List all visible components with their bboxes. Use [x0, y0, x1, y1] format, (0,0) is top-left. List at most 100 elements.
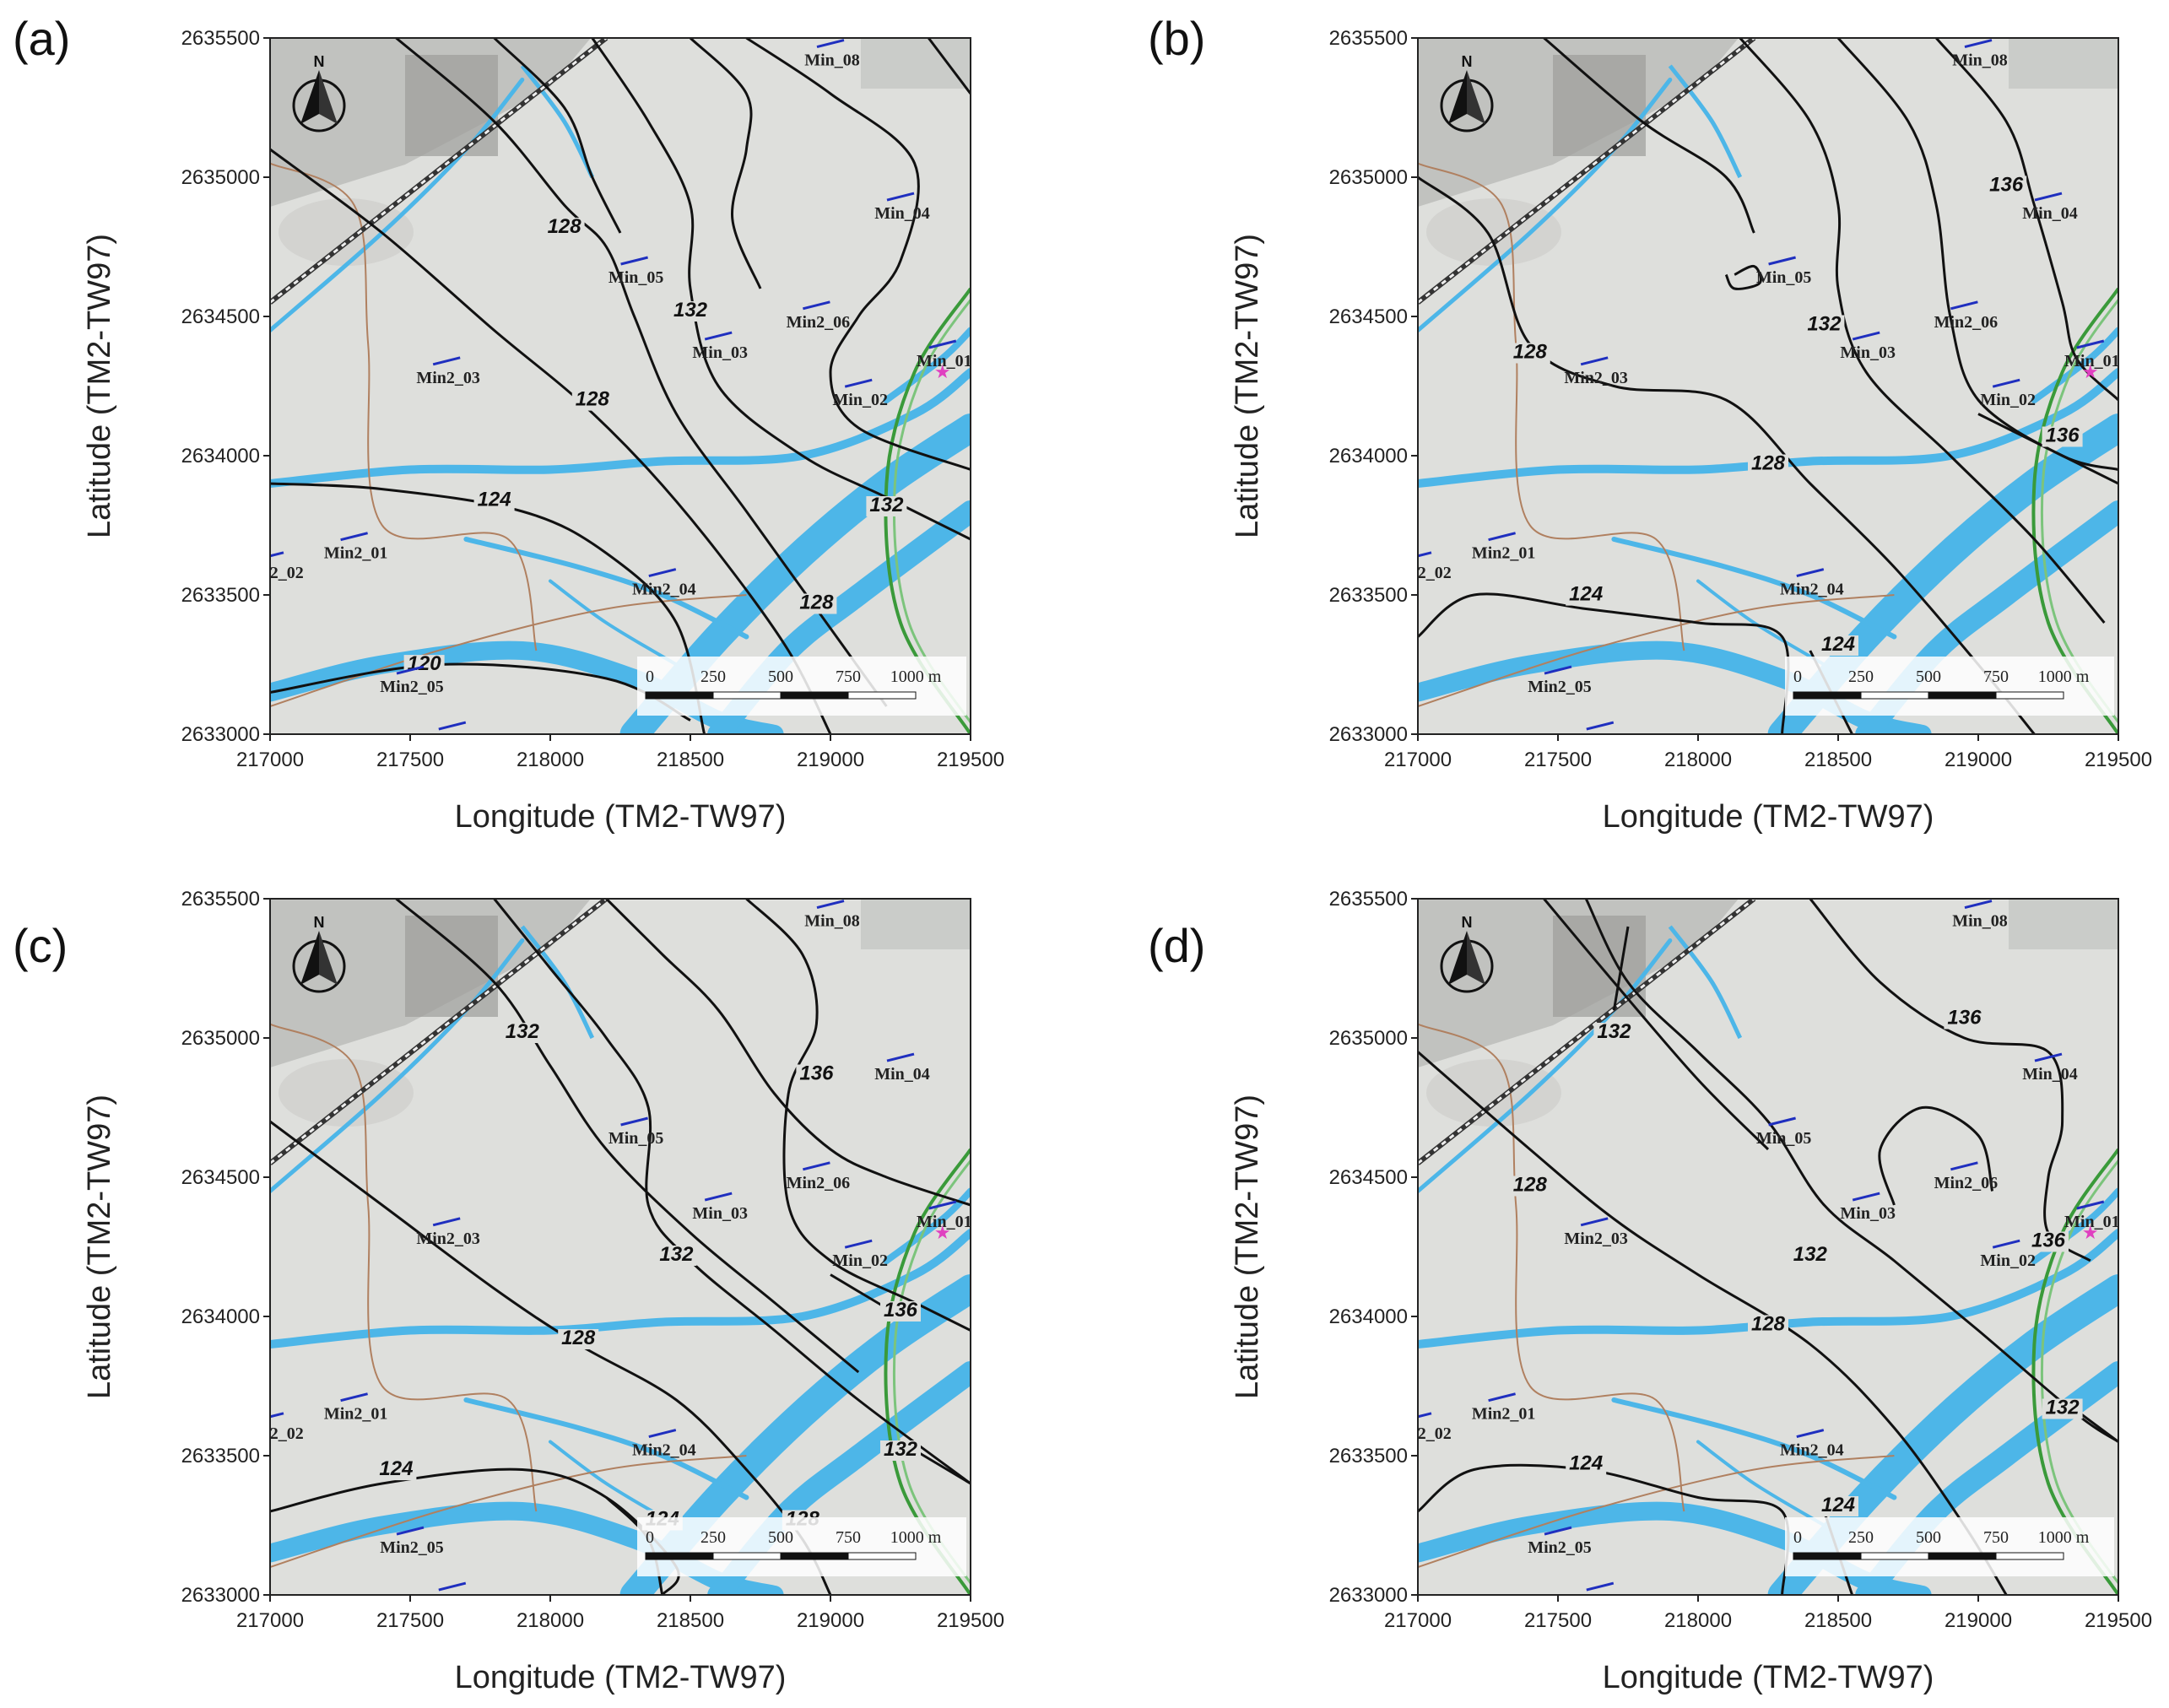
contour-label: 136	[1947, 1007, 1982, 1030]
north-arrow-icon: N	[292, 53, 346, 132]
road-line	[1418, 162, 1685, 651]
well-label: Min_01	[2064, 352, 2120, 370]
site-star-icon: ★	[934, 1223, 951, 1244]
well-marker	[704, 331, 733, 341]
river-channel	[1611, 1397, 1897, 1500]
contour-label-bg	[1944, 1008, 1985, 1030]
scale-bar-tick: 0	[1793, 668, 1802, 686]
contour-label: 132	[659, 1243, 694, 1266]
contour-128	[1543, 899, 1770, 1151]
x-axis-title: Longitude (TM2-TW97)	[455, 1660, 787, 1695]
scale-bar-segment	[1860, 1552, 1929, 1560]
x-tick-label: 217500	[1524, 749, 1592, 771]
contour-label: 128	[1751, 1313, 1786, 1336]
well-marker	[803, 1161, 830, 1171]
well-label: Min2_06	[1934, 1174, 1999, 1192]
contour-132	[493, 899, 971, 1485]
x-tick-label: 219000	[797, 749, 864, 771]
map-area-c: 124124128128132132132136136Min_08Min_04M…	[240, 899, 972, 1595]
scale-bar-tick: 0	[646, 668, 654, 686]
y-tick-label: 2635000	[1329, 166, 1408, 189]
river-channel	[2031, 1187, 2118, 1264]
contour-label-bg	[544, 218, 585, 238]
well-label: Min2_03	[1564, 369, 1628, 387]
contour-label-bg	[796, 593, 837, 614]
y-tick-label: 2634500	[1329, 1166, 1408, 1189]
north-arrow-left	[1448, 70, 1467, 124]
x-tick-label: 218000	[1664, 1609, 1732, 1632]
well-label: Min_04	[874, 204, 930, 223]
scale-bar-segment	[1995, 1552, 2064, 1560]
x-tick-label: 217500	[376, 749, 444, 771]
contour-130	[1724, 264, 1762, 290]
scale-bar-tick: 750	[1983, 668, 2009, 686]
contour-label: 128	[561, 1327, 596, 1349]
contour-label: 132	[1597, 1020, 1631, 1043]
contour-132	[1612, 926, 1630, 1011]
contour-label-bg	[558, 1329, 599, 1349]
well-marker	[1768, 1116, 1796, 1127]
well-marker	[438, 721, 467, 731]
well-label: Min_02	[1980, 391, 2036, 409]
north-label: N	[314, 53, 325, 70]
panel-label-c: (c)	[13, 919, 68, 972]
terrain-shading	[2009, 899, 2118, 949]
contour-label-bg	[403, 655, 445, 676]
x-tick-label: 217000	[1384, 1609, 1452, 1632]
x-tick-label: 219500	[937, 1609, 1004, 1632]
river-channel	[463, 1397, 749, 1500]
well-marker	[704, 1192, 733, 1202]
y-tick-label: 2634500	[1329, 305, 1408, 328]
well-label: Min2_06	[787, 313, 851, 332]
contour-label: 124	[1821, 1494, 1855, 1516]
scale-bar-tick: 250	[700, 668, 726, 686]
well-label: Min_05	[609, 1129, 664, 1148]
river-channel	[883, 1187, 971, 1264]
y-tick-label: 2634000	[181, 1305, 260, 1328]
well-label: Min2_02	[1387, 1424, 1452, 1443]
x-tick-label: 217000	[236, 749, 304, 771]
contour-132	[689, 38, 762, 289]
well-label: Min2_02	[240, 1424, 304, 1443]
well-marker	[1586, 1581, 1615, 1592]
y-axis-title: Latitude (TM2-TW97)	[82, 234, 117, 538]
panel-c: (c) 124124128128132132132136136Min_08Min…	[13, 888, 1004, 1695]
contour-label-bg	[1818, 1496, 1858, 1516]
river-channel	[1611, 537, 1897, 640]
well-label: Min_01	[917, 1213, 972, 1231]
well-label: Min_04	[874, 1065, 930, 1084]
x-tick-label: 217500	[1524, 1609, 1592, 1632]
panel-label-d: (d)	[1148, 919, 1205, 972]
river-channel	[463, 537, 749, 640]
well-marker	[432, 1217, 461, 1227]
x-tick-label: 219000	[1945, 749, 2012, 771]
well-label: Min_08	[1952, 51, 2008, 70]
y-tick-label: 2635000	[1329, 1027, 1408, 1050]
river-channel	[1668, 925, 1743, 1040]
scale-bar-tick: 0	[646, 1528, 654, 1547]
x-tick-label: 219500	[2085, 1609, 2152, 1632]
contour-128	[270, 148, 832, 734]
well-label: Min_03	[692, 1204, 748, 1223]
well-label: Min2_05	[380, 678, 444, 696]
y-tick-label: 2635500	[1329, 27, 1408, 50]
north-arrow-icon: N	[292, 914, 346, 993]
contour-128	[1543, 38, 1755, 234]
scale-bar-tick: 750	[1983, 1528, 2009, 1547]
well-marker	[1418, 1412, 1432, 1419]
well-marker	[1488, 1392, 1516, 1403]
site-star-icon: ★	[934, 362, 951, 383]
scale-bar-segment	[1860, 691, 1929, 700]
north-arrow-right	[1467, 70, 1485, 124]
contour-label: 132	[2046, 1397, 2080, 1419]
north-arrow-left	[300, 931, 319, 985]
scale-bar-tick: 750	[836, 668, 861, 686]
scale-bar-tick: 500	[768, 668, 793, 686]
axes-a: 217000 217500 218000 218500 219000 219500 2633…	[82, 27, 1004, 835]
y-tick-label: 2633000	[1329, 1584, 1408, 1607]
x-tick-label: 218500	[657, 1609, 724, 1632]
y-tick-label: 2633500	[181, 584, 260, 607]
river-channel	[270, 78, 525, 332]
scale-bar: 0 250 500 750 1000 m	[637, 1517, 966, 1576]
river-channel	[1696, 579, 1826, 667]
